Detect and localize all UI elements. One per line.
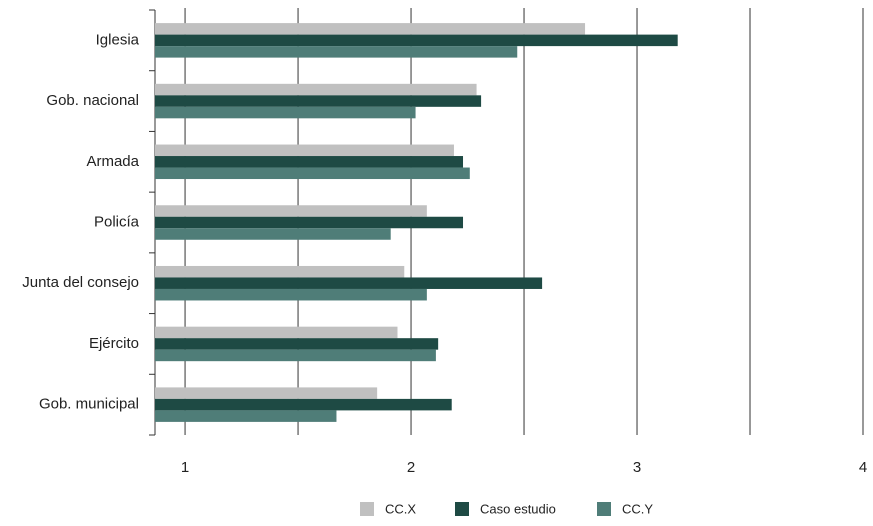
legend-swatch xyxy=(360,502,374,516)
legend-swatch xyxy=(597,502,611,516)
bar xyxy=(155,326,398,339)
legend-swatch xyxy=(455,502,469,516)
bar xyxy=(155,205,427,217)
bar xyxy=(155,144,454,157)
y-tick-label: Junta del consejo xyxy=(22,274,139,291)
bar xyxy=(155,216,464,229)
bar xyxy=(155,277,543,289)
bar xyxy=(155,349,436,362)
bar xyxy=(155,95,482,107)
x-tick-label: 1 xyxy=(181,459,189,476)
y-tick-label: Iglesia xyxy=(96,31,140,48)
legend-label: CC.X xyxy=(385,501,416,516)
x-tick-label: 2 xyxy=(407,459,415,476)
bar xyxy=(155,156,464,168)
bar xyxy=(155,410,337,422)
y-tick-label: Policía xyxy=(94,213,140,230)
y-tick-label: Ejército xyxy=(89,335,139,352)
x-tick-label: 3 xyxy=(633,459,641,476)
bar xyxy=(155,83,477,96)
bar xyxy=(155,106,416,119)
bar xyxy=(155,23,586,35)
bar xyxy=(155,265,405,278)
y-tick-label: Gob. municipal xyxy=(39,396,139,413)
y-tick-label: Gob. nacional xyxy=(46,92,139,109)
bar xyxy=(155,34,678,47)
bar xyxy=(155,46,518,58)
bar xyxy=(155,228,391,240)
bar xyxy=(155,288,427,301)
y-tick-label: Armada xyxy=(86,153,139,170)
legend-label: Caso estudio xyxy=(480,501,556,516)
bar xyxy=(155,338,439,350)
bar xyxy=(155,387,378,399)
bar xyxy=(155,167,470,180)
bar xyxy=(155,398,452,411)
legend-label: CC.Y xyxy=(622,501,653,516)
x-tick-label: 4 xyxy=(859,459,867,476)
